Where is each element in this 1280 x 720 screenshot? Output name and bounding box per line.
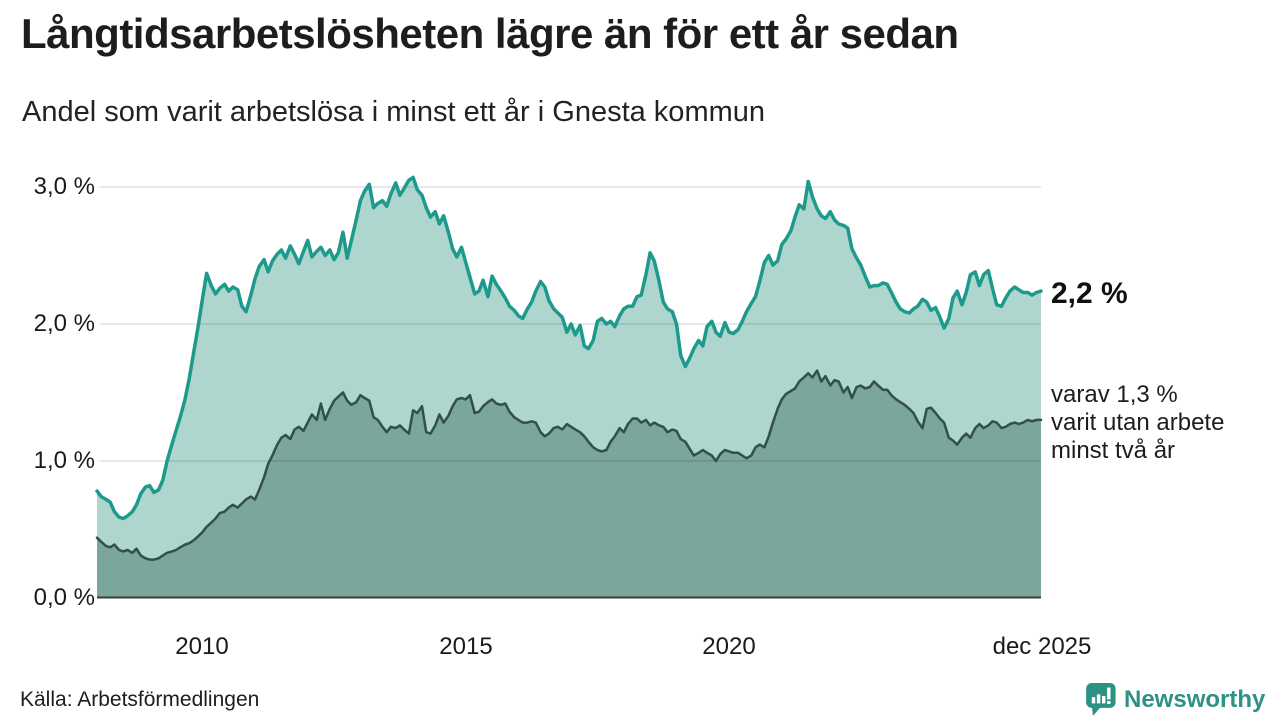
series-note-label: varav 1,3 % varit utan arbete minst två … [1051, 381, 1224, 465]
page-title: Långtidsarbetslösheten lägre än för ett … [21, 10, 959, 57]
y-axis-label-3: 3,0 % [33, 173, 95, 200]
y-axis-label-2: 2,0 % [33, 310, 95, 337]
source-label: Källa: Arbetsförmedlingen [20, 688, 260, 711]
chart-subtitle: Andel som varit arbetslösa i minst ett å… [22, 96, 766, 128]
x-axis-label-2015: 2015 [439, 633, 493, 660]
y-axis-label-1: 1,0 % [33, 447, 95, 474]
x-axis-label-2020: 2020 [702, 633, 756, 660]
newsworthy-icon [1086, 683, 1116, 716]
newsworthy-logo: Newsworthy [1086, 683, 1265, 717]
x-axis-label-2010: 2010 [175, 633, 229, 660]
newsworthy-wordmark: Newsworthy [1124, 686, 1266, 713]
series-note-line1: varav 1,3 % [1051, 381, 1178, 408]
y-axis-label-0: 0,0 % [33, 584, 95, 611]
x-axis-label-dec-2025: dec 2025 [992, 633, 1092, 660]
latest-value-label: 2,2 % [1051, 277, 1128, 310]
series-note-line3: minst två år [1051, 437, 1176, 464]
series-note-line2: varit utan arbete [1051, 409, 1225, 436]
